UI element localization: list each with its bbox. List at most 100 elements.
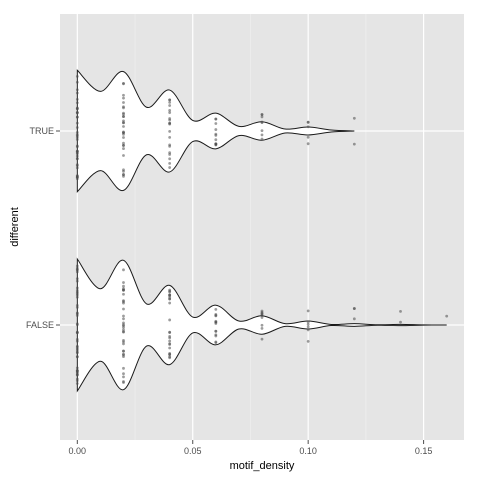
y-tick-label: FALSE	[26, 320, 54, 330]
data-point	[122, 106, 125, 110]
data-point	[168, 342, 172, 346]
data-point	[122, 330, 125, 334]
axis-ticks: 0.00 0.05 0.10 0.15 FALSE TRUE	[26, 126, 432, 456]
data-point	[306, 328, 310, 332]
data-point	[260, 133, 264, 137]
data-point	[352, 116, 356, 120]
data-point	[122, 349, 125, 353]
data-point	[214, 132, 218, 136]
data-point	[260, 137, 264, 141]
data-point	[75, 163, 79, 167]
data-point	[122, 281, 125, 284]
data-point	[75, 289, 79, 292]
data-point	[75, 277, 79, 281]
x-tick-label: 0.10	[299, 446, 317, 456]
data-point	[75, 279, 79, 283]
data-point	[168, 297, 172, 301]
data-point	[75, 286, 79, 290]
data-point	[306, 309, 310, 313]
data-point	[214, 138, 218, 142]
data-point	[168, 153, 172, 156]
data-point	[168, 331, 172, 334]
data-point	[75, 345, 79, 349]
data-point	[168, 111, 172, 115]
data-point	[122, 340, 125, 344]
data-point	[75, 312, 79, 316]
data-point	[168, 351, 172, 355]
data-point	[75, 355, 79, 358]
data-point	[260, 323, 264, 327]
data-point	[75, 111, 79, 115]
data-point	[122, 342, 125, 346]
x-tick-label: 0.00	[69, 446, 87, 456]
data-point	[122, 143, 125, 147]
data-point	[122, 154, 125, 157]
data-point	[75, 295, 79, 299]
data-point	[75, 107, 79, 110]
data-point	[306, 320, 310, 324]
data-point	[122, 317, 125, 321]
data-point	[122, 321, 125, 325]
data-point	[75, 351, 79, 355]
data-point	[75, 305, 79, 309]
point-layer	[75, 74, 449, 385]
data-point	[75, 323, 79, 327]
data-point	[260, 129, 264, 133]
data-point	[260, 115, 264, 119]
data-point	[75, 268, 79, 272]
data-point	[168, 288, 172, 292]
data-point	[75, 74, 79, 78]
data-point	[122, 372, 125, 376]
data-point	[214, 117, 218, 121]
data-point	[122, 352, 125, 356]
data-point	[214, 313, 218, 317]
data-point	[122, 136, 125, 139]
data-point	[168, 166, 172, 169]
x-axis-title: motif_density	[230, 460, 295, 472]
data-point	[122, 147, 125, 150]
data-point	[445, 314, 449, 318]
data-point	[122, 381, 125, 384]
data-point	[75, 264, 79, 268]
data-point	[122, 292, 125, 296]
data-point	[75, 145, 79, 149]
data-point	[122, 284, 125, 288]
data-point	[214, 340, 218, 344]
data-point	[75, 115, 79, 119]
data-point	[122, 324, 125, 328]
data-point	[122, 168, 125, 172]
data-point	[75, 135, 79, 139]
data-point	[214, 329, 218, 333]
data-point	[168, 129, 172, 133]
data-point	[122, 93, 125, 97]
data-point	[352, 317, 356, 321]
data-point	[75, 138, 79, 141]
data-point	[306, 322, 310, 326]
data-point	[352, 307, 356, 310]
data-point	[75, 382, 79, 385]
data-point	[168, 339, 172, 343]
data-point	[260, 113, 264, 116]
data-point	[122, 268, 125, 272]
data-point	[122, 96, 125, 100]
data-point	[306, 135, 310, 139]
data-point	[260, 120, 264, 124]
data-point	[75, 177, 79, 181]
data-point	[168, 290, 172, 294]
data-point	[214, 320, 218, 324]
data-point	[399, 320, 402, 324]
data-point	[75, 174, 79, 178]
data-point	[75, 330, 79, 334]
data-point	[122, 125, 125, 128]
data-point	[75, 373, 79, 377]
data-point	[168, 122, 172, 126]
data-point	[122, 115, 125, 118]
data-point	[306, 120, 310, 124]
y-axis-title: different	[9, 207, 21, 247]
violin-true	[76, 69, 355, 193]
data-point	[214, 128, 218, 131]
data-point	[168, 117, 172, 120]
data-point	[122, 375, 125, 379]
data-point	[122, 119, 125, 123]
